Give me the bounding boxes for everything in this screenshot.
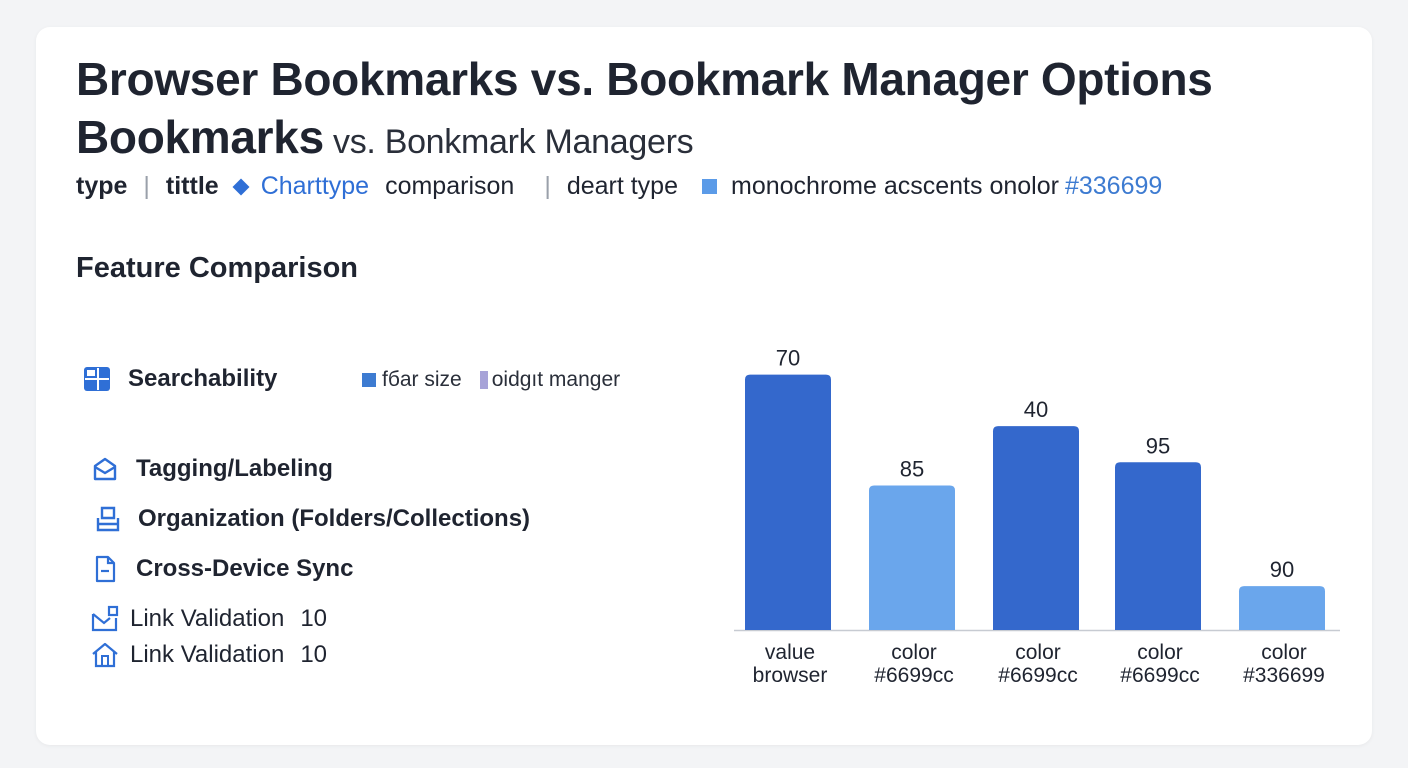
grid-icon — [82, 364, 112, 394]
page-subtitle: Bookmarks vs. Bonkmark Managers — [76, 110, 694, 164]
category-label: #6699cc — [874, 664, 953, 687]
category-label: color — [1137, 641, 1183, 664]
meta-accent-text: monochrome acscents onolor — [731, 172, 1059, 200]
subtitle-rest: vs. Bonkmark Managers — [323, 123, 694, 161]
feature-item-link-validation: Link Validation 10 — [90, 640, 327, 670]
meta-title-label: tittle — [165, 172, 219, 200]
section-title: Feature Comparison — [76, 252, 358, 284]
legend-swatch — [479, 371, 488, 389]
data-label: 70 — [776, 346, 800, 371]
bar — [1115, 462, 1201, 630]
feature-label: Link Validation — [130, 605, 285, 632]
feature-item-tagging: Tagging/Labeling — [90, 454, 333, 484]
feature-label: Cross-Device Sync — [136, 555, 354, 582]
page-title: Browser Bookmarks vs. Bookmark Manager O… — [76, 53, 1213, 105]
mail-check-icon — [90, 604, 120, 634]
feature-label: Searchability — [128, 365, 278, 392]
subtitle-bold: Bookmarks — [76, 111, 324, 163]
data-label: 95 — [1146, 433, 1170, 458]
bar — [1239, 586, 1325, 630]
category-label: browser — [753, 664, 828, 687]
feature-item-organization: Organization (Folders/Collections) — [92, 504, 530, 534]
tag-icon — [90, 454, 120, 484]
data-label: 40 — [1024, 397, 1048, 422]
bar — [993, 426, 1079, 630]
category-label: color — [1261, 641, 1307, 664]
chart-meta-row: type | tittle Charttype comparison | dea… — [76, 172, 1162, 201]
meta-chart-type: Charttype — [260, 172, 370, 200]
home-icon — [90, 640, 120, 670]
category-label: #6699cc — [1120, 664, 1199, 687]
legend-item: oidgıt manger — [491, 368, 621, 391]
category-label: color — [891, 641, 937, 664]
data-label: 90 — [1270, 557, 1294, 582]
diamond-icon — [232, 178, 250, 195]
bar-chart: 70valuebrowser85color#6699cc40color#6699… — [734, 346, 1340, 687]
data-label: 85 — [900, 457, 924, 482]
category-label: value — [765, 641, 815, 664]
meta-comparison: comparison — [385, 172, 515, 200]
bar — [745, 374, 831, 630]
meta-deart-type: deart type — [566, 172, 678, 200]
meta-type-label: type — [76, 172, 128, 200]
category-label: color — [1015, 641, 1061, 664]
legend-item: fбar size — [382, 368, 462, 391]
meta-separator: | — [544, 172, 551, 200]
legend-swatch — [362, 373, 376, 387]
feature-item-link-validation: Link Validation 10 — [90, 604, 327, 634]
feature-item-searchability: Searchability — [82, 364, 277, 394]
meta-accent-color: #336699 — [1064, 172, 1163, 200]
category-label: #336699 — [1243, 664, 1325, 687]
document-icon — [90, 554, 120, 584]
feature-label: Link Validation — [130, 641, 285, 668]
feature-value: 10 — [300, 641, 328, 668]
feature-item-sync: Cross-Device Sync — [90, 554, 353, 584]
bar — [869, 485, 955, 630]
square-icon — [702, 179, 717, 194]
feature-label: Tagging/Labeling — [136, 455, 333, 482]
category-label: #6699cc — [998, 664, 1077, 687]
folder-icon — [92, 504, 122, 534]
chart-legend: fбar size oidgıt manger — [362, 368, 620, 392]
meta-separator: | — [143, 172, 150, 200]
feature-label: Organization (Folders/Collections) — [138, 505, 531, 532]
feature-value: 10 — [300, 605, 328, 632]
